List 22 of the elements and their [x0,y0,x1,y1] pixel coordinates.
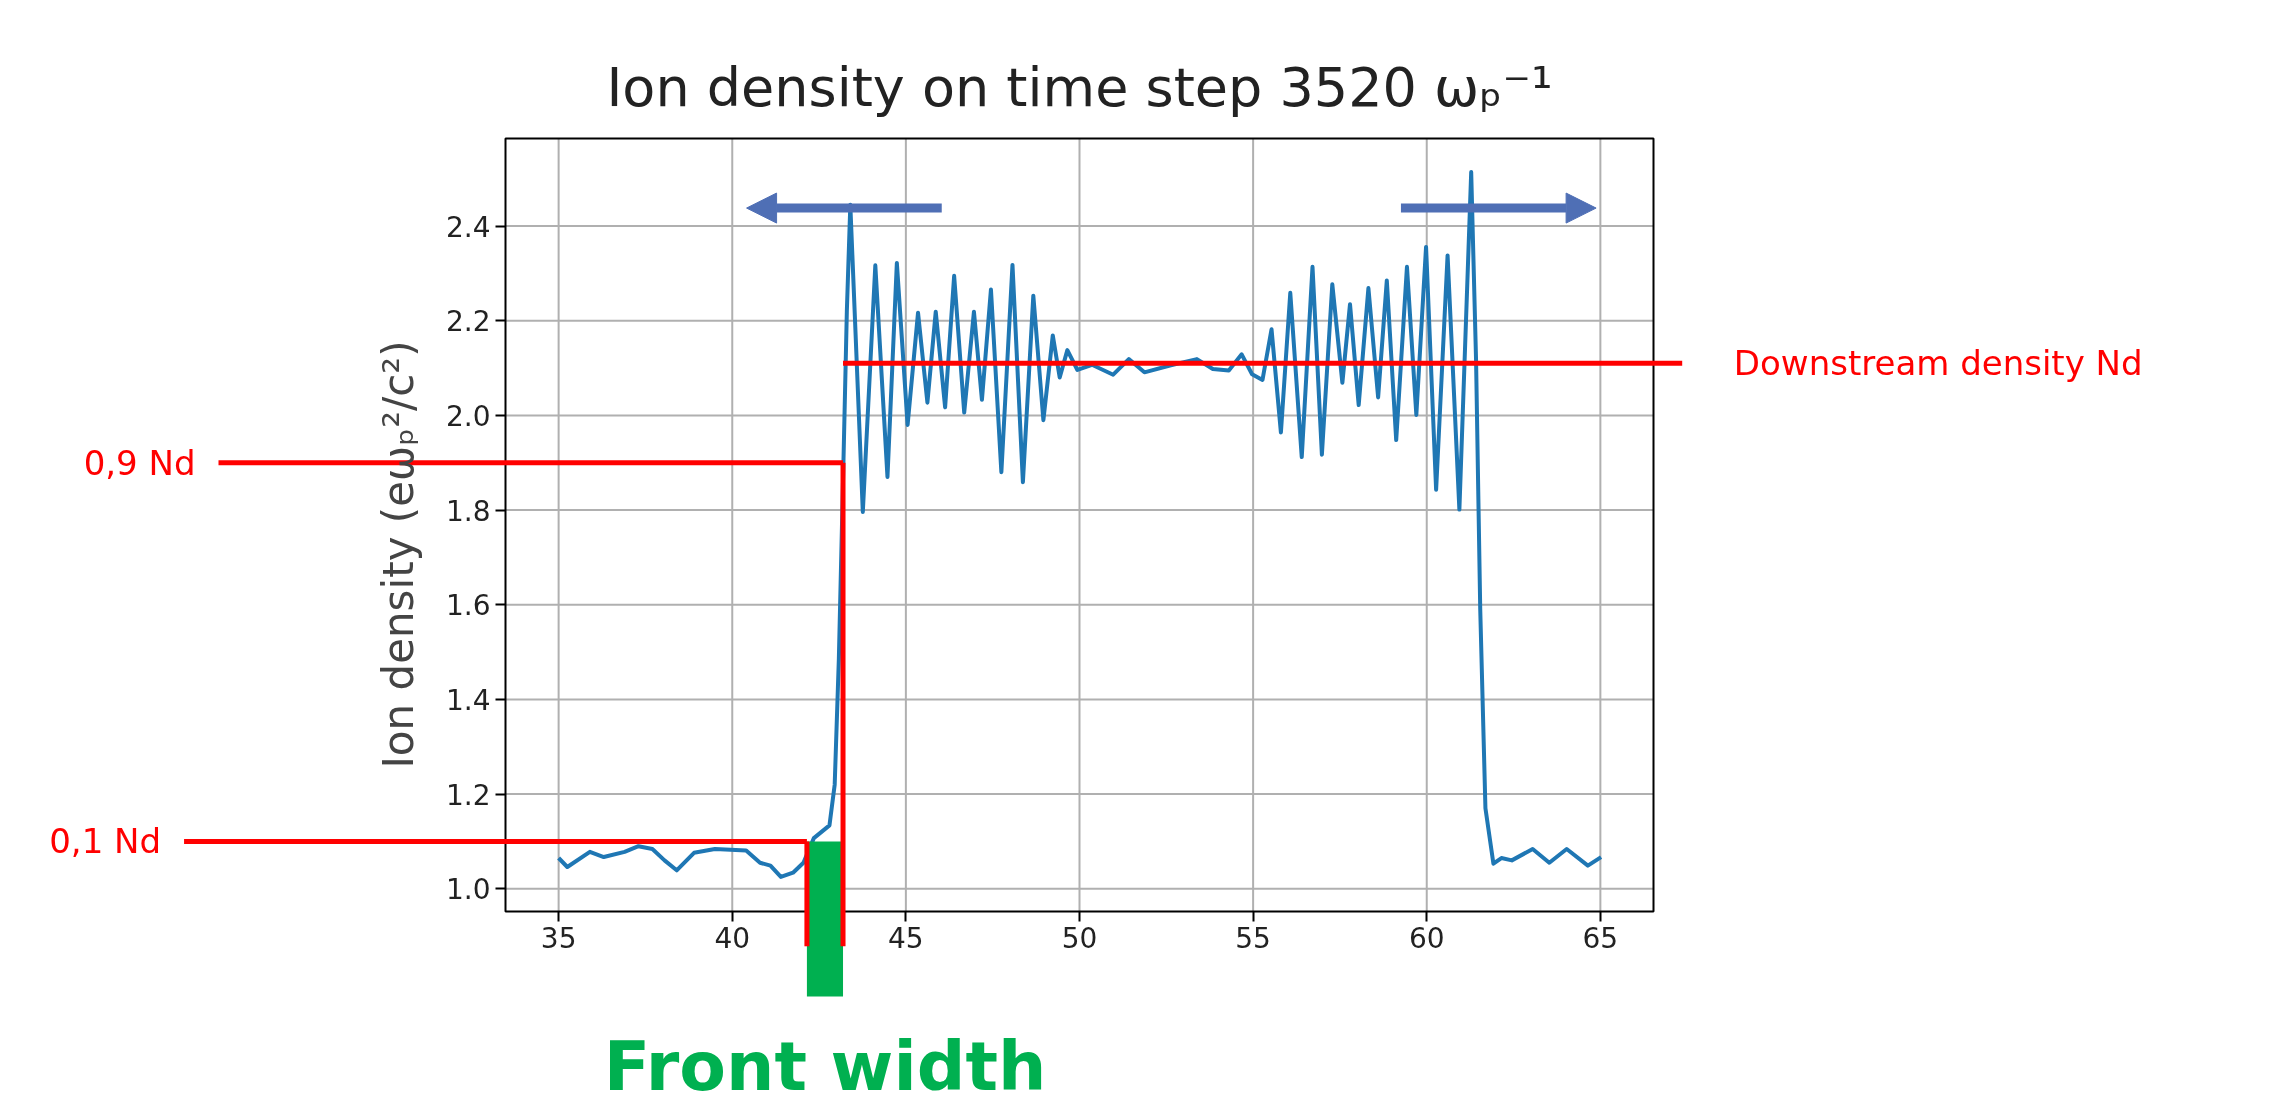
line-series [556,170,1604,879]
y-tick-label: 1.2 [445,778,491,812]
y-tick-label: 1.8 [445,494,491,528]
x-tick-label: 40 [714,921,751,955]
ref-line-label: 0,9 Nd [83,442,196,483]
band-label: Front width [603,1027,1047,1107]
x-tick-label: 65 [1582,921,1619,955]
ref-line-label: 0,1 Nd [49,821,162,862]
x-tick-label: 55 [1235,921,1271,955]
y-tick-label: 1.4 [445,683,491,717]
y-axis-title: Ion density (eωₚ²/c²) [373,340,423,769]
chart-title: Ion density on time step 3520 ωₚ⁻¹ [606,56,1553,120]
x-tick-label: 60 [1408,921,1445,955]
y-tick-label: 2.2 [445,305,491,339]
x-tick-label: 45 [888,921,924,955]
y-tick-label: 1.6 [445,589,491,623]
ref-line-label: Downstream density Nd [1733,343,2143,384]
y-tick-label: 1.0 [445,873,491,907]
y-tick-label: 2.0 [445,399,491,433]
y-tick-label: 2.4 [445,210,491,244]
x-tick-label: 35 [540,921,577,955]
x-tick-label: 50 [1061,921,1098,955]
